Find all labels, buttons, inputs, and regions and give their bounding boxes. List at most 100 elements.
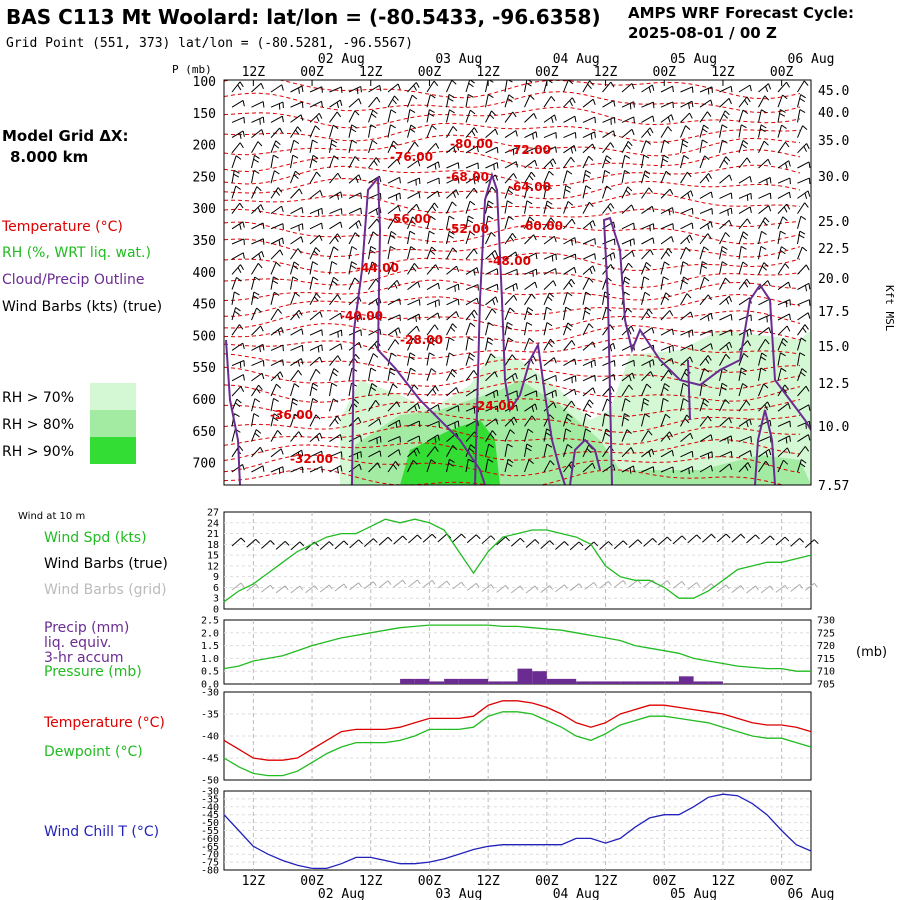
wind-barb-flag — [648, 308, 653, 315]
wind-barb-flag — [312, 261, 318, 266]
wind-barb-flag — [651, 84, 655, 91]
surface-wind-barb-flag — [284, 541, 290, 546]
wind-barb-staff — [329, 312, 341, 321]
wind-barb — [738, 175, 752, 184]
wind-barb-flag — [592, 265, 596, 272]
wind-barb-flag — [534, 281, 538, 288]
pressure-tick-label: 650 — [193, 425, 216, 440]
grid-wind-barb — [584, 582, 595, 590]
surface-wind-barb — [275, 540, 286, 550]
wind-barb-staff — [446, 283, 459, 291]
wind-barb-staff — [777, 191, 790, 199]
wind-barb-flag — [587, 402, 592, 409]
wind-barb — [446, 368, 457, 382]
grid-wind-barb — [569, 583, 580, 592]
wind-barb-staff — [563, 375, 576, 382]
wind-barb-staff — [777, 299, 791, 306]
wind-barb-staff — [368, 84, 380, 93]
wind-barb-flag — [528, 337, 535, 343]
wind-barb-flag — [729, 463, 733, 470]
wind-barb-staff — [777, 109, 781, 123]
wind-barb-staff — [758, 192, 771, 199]
wind-barb-flag — [370, 124, 377, 129]
wind-barb-flag — [688, 468, 690, 475]
wind-barb-flag — [261, 129, 265, 136]
wind-barb-flag — [451, 80, 457, 85]
wind-barb — [660, 344, 674, 353]
grid-wind-barb — [510, 585, 521, 594]
wind-barb-flag — [457, 420, 460, 427]
wind-barb-flag — [807, 434, 811, 441]
wind-barb-flag — [448, 93, 455, 98]
wind-barb — [680, 398, 689, 412]
wind-barb-staff — [797, 385, 807, 397]
wind-barb-staff — [777, 325, 788, 336]
wind-barb-flag — [316, 171, 321, 177]
wind-chill-line — [223, 793, 812, 870]
wind-barb-staff — [660, 276, 664, 290]
wind-barb-staff — [231, 252, 244, 260]
wind-barb-staff — [738, 383, 744, 397]
wind-barb-staff — [524, 185, 529, 199]
wind-barb-staff — [329, 277, 335, 290]
wind-barb — [504, 458, 514, 473]
wind-barb — [426, 109, 435, 123]
wind-barb-flag — [411, 266, 417, 272]
wind-barb — [309, 112, 323, 123]
wind-barb — [231, 307, 241, 321]
wind-barb-flag — [449, 109, 455, 114]
wind-barb-flag — [707, 223, 710, 230]
wind-barb-flag — [533, 234, 537, 241]
wind-barb-staff — [641, 413, 646, 427]
pressure-tick-label: 250 — [193, 170, 216, 185]
wind-barb — [446, 144, 460, 154]
wind-barb-staff — [329, 221, 341, 230]
wind-barb-staff — [543, 292, 550, 306]
wind-barb — [387, 124, 396, 138]
wind-barb-flag — [803, 146, 808, 152]
wind-barb-staff — [387, 124, 391, 138]
wind-barb-staff — [680, 86, 693, 93]
wind-barb — [309, 344, 323, 353]
wind-barb-flag — [571, 340, 576, 346]
wind-barb-flag — [456, 144, 460, 151]
temperature-contour-line — [224, 439, 801, 461]
wind-barb-flag — [337, 355, 342, 361]
wind-barb-staff — [680, 139, 684, 153]
wind-barb — [543, 131, 557, 139]
wind-barb-staff — [290, 276, 294, 290]
wind-barb-flag — [624, 276, 631, 281]
wind-barb-staff — [582, 387, 594, 397]
wind-barb-staff — [485, 200, 489, 214]
wind-barb — [524, 268, 538, 277]
surface-wind-barb — [246, 538, 257, 548]
wind-barb-staff — [699, 355, 709, 366]
wind-barb — [270, 140, 281, 153]
wind-barb — [660, 188, 674, 199]
wind-barb-staff — [231, 170, 235, 184]
wind-barb-flag — [434, 163, 437, 170]
wind-barb-flag — [467, 215, 474, 220]
wind-barb-flag — [691, 451, 694, 458]
wind-barb-flag — [508, 337, 514, 342]
wind-barb — [660, 431, 673, 442]
wind-barb-staff — [251, 263, 259, 275]
wind-barb-staff — [543, 114, 555, 123]
wind-barb-staff — [270, 140, 277, 153]
grid-point-subtitle: Grid Point (551, 373) lat/lon = (-80.528… — [6, 36, 413, 51]
wind-barb-staff — [680, 276, 684, 290]
wind-barb-staff — [426, 80, 435, 93]
wind-barb-flag — [496, 405, 499, 412]
wind-barb-flag — [800, 94, 806, 99]
surface-wind-barb — [363, 538, 374, 547]
wind-barb-flag — [525, 82, 532, 87]
wind-barb — [504, 443, 513, 457]
surface-wind-barb-flag — [534, 539, 540, 544]
wind-barb-flag — [780, 249, 786, 255]
wind-barb-staff — [348, 110, 356, 123]
wind-barb-staff — [582, 143, 593, 154]
wind-barb — [680, 276, 689, 290]
wind-barb-flag — [761, 109, 767, 114]
wind-barb-staff — [485, 444, 490, 457]
wind-barb-staff — [524, 234, 534, 245]
